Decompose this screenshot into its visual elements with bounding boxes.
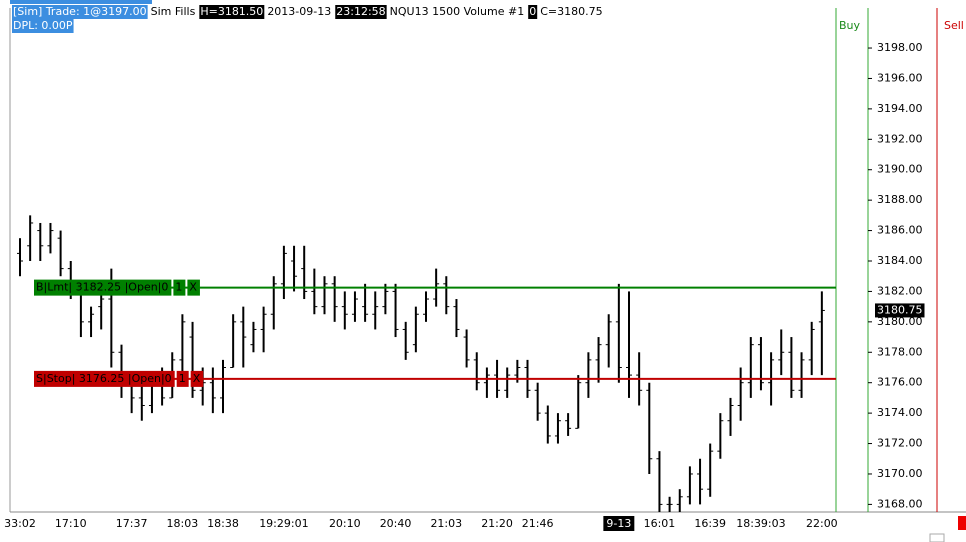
y-tick-label: 3192.00 (877, 132, 923, 145)
x-tick-label: 18:38 (207, 517, 239, 530)
x-tick-label: 18:39:03 (736, 517, 785, 530)
x-tick-label: 17:10 (55, 517, 87, 530)
y-tick-label: 3184.00 (877, 254, 923, 267)
y-tick-label: 3176.00 (877, 376, 923, 389)
order-label: B|Lmt| 3182.25 |Open|0 (36, 281, 168, 294)
y-tick-label: 3198.00 (877, 41, 923, 54)
header-box (199, 5, 265, 19)
header-box (335, 5, 387, 19)
x-tick-label: 9-13 (606, 517, 631, 530)
header-text: 0 (529, 5, 536, 18)
x-tick-label: 22:00 (806, 517, 838, 530)
x-tick-label: 16:01 (644, 517, 676, 530)
x-tick-label: 18:03 (167, 517, 199, 530)
x-tick-label: 21:46 (522, 517, 554, 530)
order-qty: 1 (179, 372, 186, 385)
subheader-text: DPL: 0.00P (13, 19, 73, 32)
x-tick-label: 20:40 (380, 517, 412, 530)
last-price-label: 3180.75 (877, 303, 923, 316)
y-tick-label: 3180.00 (877, 315, 923, 328)
header-text: C=3180.75 (540, 5, 602, 18)
subheader-box (12, 19, 74, 33)
sell-label[interactable]: Sell (944, 19, 964, 32)
order-box (34, 370, 175, 387)
header-text: [Sim] Trade: 1@3197.00 (13, 5, 147, 18)
x-tick-label: 21:03 (430, 517, 462, 530)
order-cancel: X (189, 281, 197, 294)
header-box (528, 5, 538, 19)
order-box[interactable] (176, 370, 189, 387)
order-box[interactable] (190, 370, 204, 387)
order-box[interactable] (187, 279, 200, 296)
header-text: 2013-09-13 (267, 5, 331, 18)
y-tick-label: 3194.00 (877, 102, 923, 115)
header-text: Sim Fills (151, 5, 196, 18)
y-tick-label: 3172.00 (877, 437, 923, 450)
header-text: NQU13 1500 Volume #1 (390, 5, 525, 18)
y-tick-label: 3168.00 (877, 497, 923, 510)
order-box[interactable] (173, 279, 186, 296)
tab-strip (10, 0, 152, 4)
y-tick-label: 3178.00 (877, 345, 923, 358)
order-qty: 1 (175, 281, 182, 294)
y-tick-label: 3174.00 (877, 406, 923, 419)
buy-label[interactable]: Buy (839, 19, 861, 32)
date-box (603, 516, 635, 531)
x-tick-label: 33:02 (4, 517, 36, 530)
header-text: H=3181.50 (200, 5, 263, 18)
x-tick-label: 19:29:01 (259, 517, 308, 530)
x-tick-label: 16:39 (694, 517, 726, 530)
header-box (12, 5, 148, 19)
scroll-marker (958, 516, 966, 530)
y-tick-label: 3182.00 (877, 284, 923, 297)
order-box (34, 279, 172, 296)
y-tick-label: 3186.00 (877, 224, 923, 237)
x-tick-label: 17:37 (116, 517, 148, 530)
y-tick-label: 3188.00 (877, 193, 923, 206)
order-cancel: X (193, 372, 201, 385)
scroll-button[interactable] (929, 533, 945, 542)
x-tick-label: 20:10 (329, 517, 361, 530)
x-tick-label: 21:20 (481, 517, 513, 530)
y-tick-label: 3196.00 (877, 71, 923, 84)
order-label: S|Stop| 3176.25 |Open|0 (36, 372, 172, 385)
y-tick-label: 3170.00 (877, 467, 923, 480)
last-price-box (875, 303, 925, 318)
header-text: 23:12:58 (336, 5, 385, 18)
y-tick-label: 3190.00 (877, 163, 923, 176)
